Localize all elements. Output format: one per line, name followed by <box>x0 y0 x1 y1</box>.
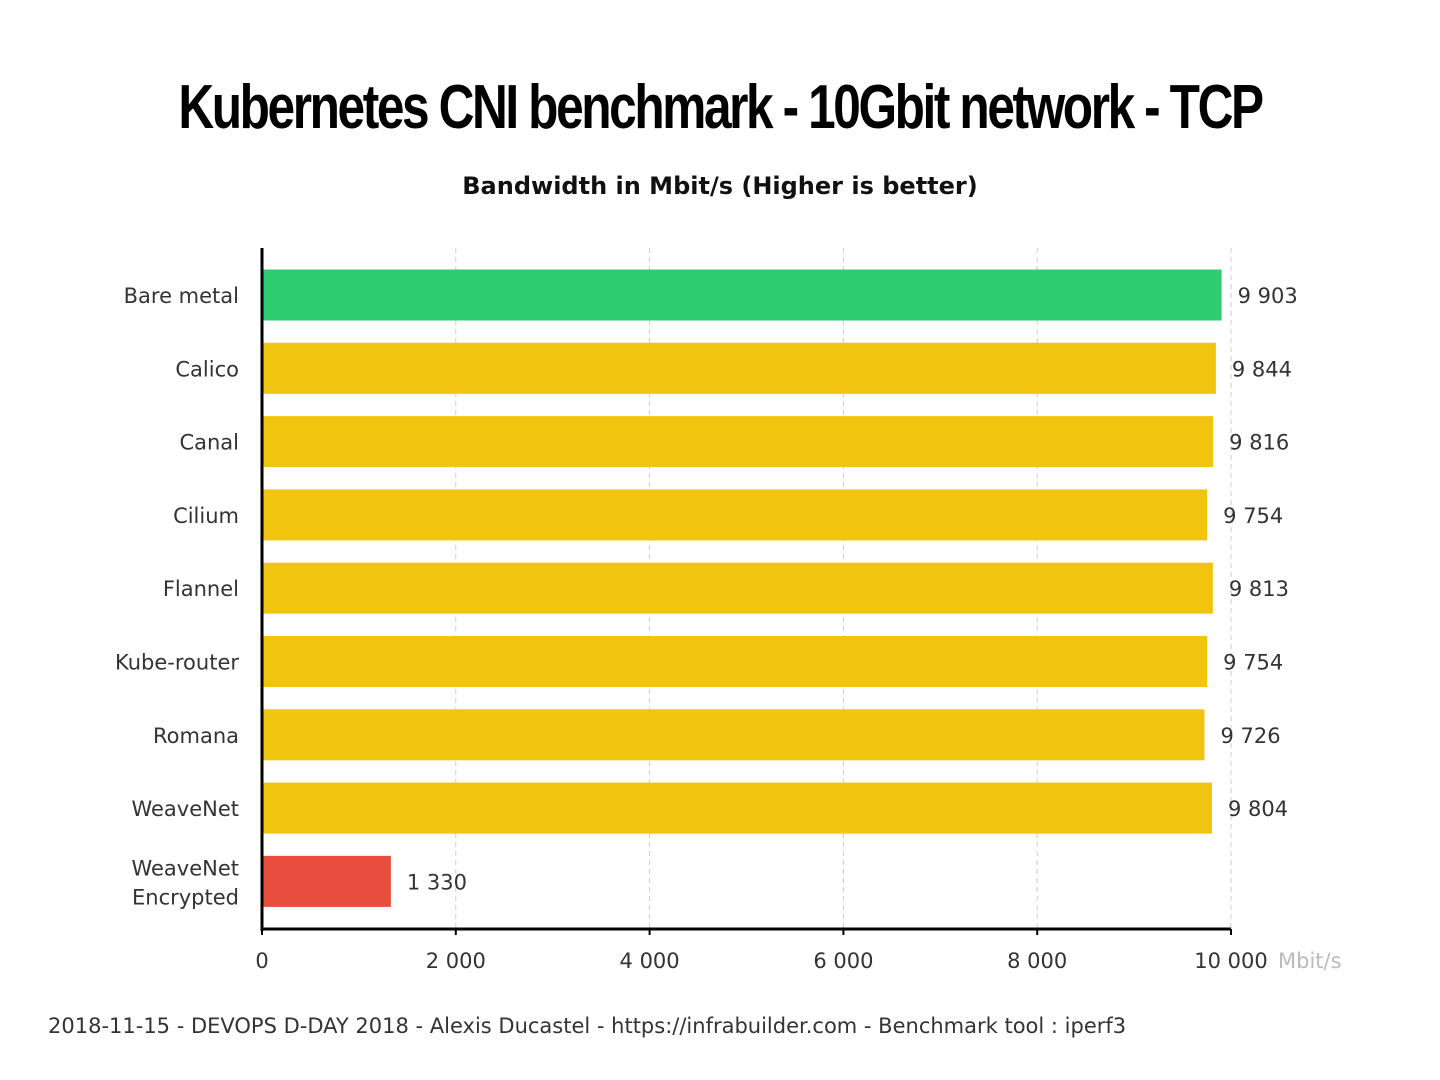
value-label: 9 813 <box>1229 577 1289 601</box>
category-label: WeaveNet <box>131 797 239 821</box>
bar-calico <box>262 342 1216 394</box>
category-label: Cilium <box>173 504 239 528</box>
category-label: Flannel <box>163 577 239 601</box>
x-tick-label: 6 000 <box>813 949 873 973</box>
category-label: WeaveNet Encrypted <box>131 856 239 909</box>
bar-canal <box>262 416 1214 468</box>
chart-title: Kubernetes CNI benchmark - 10Gbit networ… <box>178 73 1264 142</box>
value-label: 9 903 <box>1238 284 1298 308</box>
bar-bare-metal <box>262 269 1222 321</box>
category-label: Kube-router <box>115 651 239 675</box>
value-label: 9 754 <box>1223 504 1283 528</box>
value-label: 9 726 <box>1220 724 1280 748</box>
value-label: 9 804 <box>1228 797 1288 821</box>
bar-weavenet-encrypted <box>262 855 391 907</box>
value-label: 1 330 <box>407 870 467 894</box>
category-label: Bare metal <box>124 284 239 308</box>
x-tick-label: 0 <box>255 949 268 973</box>
value-label: 9 844 <box>1232 357 1292 381</box>
bar-flannel <box>262 562 1213 614</box>
category-label: Romana <box>153 724 239 748</box>
bar-cilium <box>262 489 1208 541</box>
category-label: Calico <box>175 357 239 381</box>
x-tick-label: 4 000 <box>620 949 680 973</box>
x-unit-label: Mbit/s <box>1278 949 1342 973</box>
category-label: Canal <box>179 431 239 455</box>
value-label: 9 754 <box>1223 651 1283 675</box>
bar-kube-router <box>262 636 1208 687</box>
x-tick-label: 8 000 <box>1007 949 1067 973</box>
footer-credits: 2018-11-15 - DEVOPS D-DAY 2018 - Alexis … <box>48 1014 1127 1038</box>
bar-romana <box>262 709 1205 761</box>
bar-weavenet <box>262 782 1213 834</box>
chart-subtitle: Bandwidth in Mbit/s (Higher is better) <box>462 172 978 200</box>
x-tick-label: 10 000 <box>1194 949 1267 973</box>
value-label: 9 816 <box>1229 431 1289 455</box>
x-tick-label: 2 000 <box>426 949 486 973</box>
